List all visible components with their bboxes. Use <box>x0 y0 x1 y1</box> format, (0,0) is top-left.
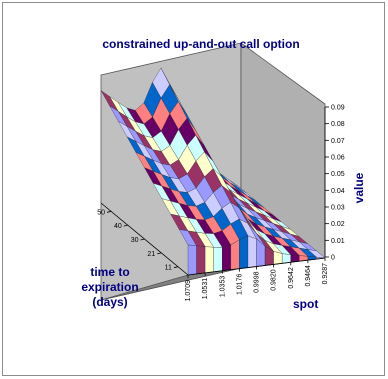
value-tick-label: 0.08 <box>331 121 345 128</box>
spot-tick-label: 0.9642 <box>288 267 295 289</box>
value-tick-label: 0 <box>331 255 335 262</box>
x-axis-label: spot <box>293 297 318 311</box>
spot-tick-label: 1.0709 <box>185 280 192 302</box>
value-tick-label: 0.07 <box>331 138 345 145</box>
value-tick-label: 0.05 <box>331 171 345 178</box>
spot-tick-label: 1.0531 <box>202 278 209 300</box>
spot-tick-label: 1.0353 <box>219 276 226 298</box>
time-tick-mark <box>157 252 162 255</box>
time-tick-label: 50 <box>97 209 105 216</box>
spot-tick-label: 0.9998 <box>254 271 261 293</box>
spot-tick-label: 0.9820 <box>271 269 278 291</box>
spot-tick-label: 0.9464 <box>305 265 312 287</box>
chart-svg: 0 0.01 0.02 0.03 0.04 0.05 0.06 0.07 0.08 0.09 1.… <box>81 37 366 311</box>
time-tick-label: 30 <box>131 237 139 244</box>
time-tick-label: 11 <box>165 265 172 272</box>
surface-front-patch <box>187 244 197 276</box>
time-axis: 11 21 30 40 50 <box>97 202 189 276</box>
time-tick-mark <box>106 210 112 213</box>
surface-front-patch <box>247 235 257 268</box>
value-tick-label: 0.03 <box>331 205 345 212</box>
surface-front-patch <box>213 247 223 272</box>
time-tick-label: 21 <box>147 251 155 258</box>
chart-title: constrained up-and-out call option <box>102 37 299 51</box>
value-axis: 0 0.01 0.02 0.03 0.04 0.05 0.06 0.07 0.08 0.09 <box>324 105 345 262</box>
surface-front-patch <box>239 235 249 269</box>
time-tick-label: 40 <box>114 223 122 230</box>
spot-axis: 1.0709 1.0531 1.0353 1.0176 0.9998 0.9820 0.96… <box>185 257 329 302</box>
time-tick-mark <box>173 266 179 269</box>
time-tick-mark <box>123 224 128 227</box>
surface-front-patch <box>273 251 283 265</box>
surface-front-patch <box>282 253 291 264</box>
value-tick-label: 0.01 <box>331 238 345 245</box>
y-axis-label-line-3: (days) <box>92 295 127 309</box>
surface-front-patch <box>222 244 231 271</box>
surface-front-patch <box>204 246 214 274</box>
chart-frame: 0 0.01 0.02 0.03 0.04 0.05 0.06 0.07 0.08 0.09 1.… <box>2 2 385 376</box>
value-tick-label: 0.02 <box>331 221 345 228</box>
z-axis-label: value <box>352 172 366 203</box>
value-tick-label: 0.06 <box>331 155 345 162</box>
spot-tick-label: 0.9287 <box>322 263 329 285</box>
surface <box>100 67 326 276</box>
surface-front-patch <box>196 245 206 275</box>
y-axis-label: time to expiration (days) <box>81 265 138 309</box>
value-tick-label: 0.04 <box>331 188 345 195</box>
spot-tick-label: 1.0176 <box>236 274 243 296</box>
y-axis-label-line-1: time to <box>90 265 129 279</box>
time-tick-mark <box>140 238 145 241</box>
value-tick-label: 0.09 <box>331 105 345 112</box>
y-axis-label-line-2: expiration <box>81 280 138 294</box>
surface-front-patch <box>230 239 240 270</box>
